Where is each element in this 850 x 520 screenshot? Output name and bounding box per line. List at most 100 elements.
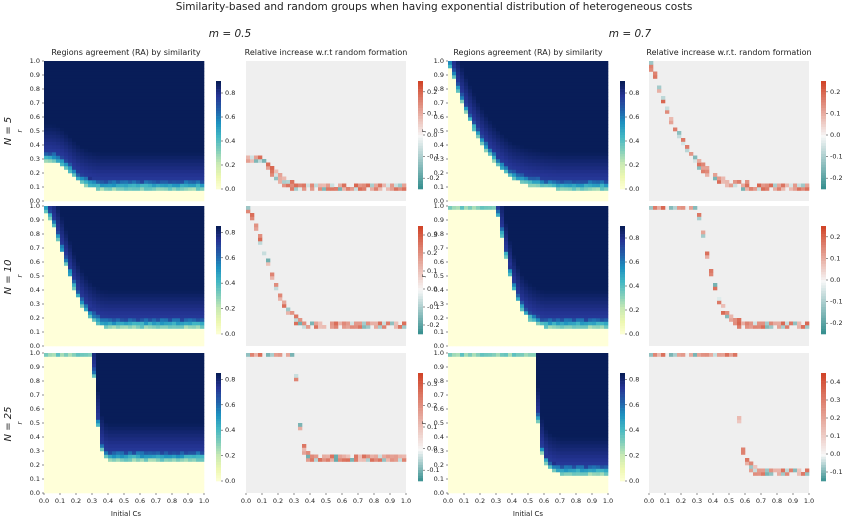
ra-cell — [44, 194, 49, 198]
ra-cell — [200, 113, 205, 118]
ra-cell — [600, 187, 605, 191]
ra-cell — [132, 293, 137, 298]
ra-cell — [120, 152, 125, 156]
ra-cell — [76, 64, 81, 69]
ra-cell — [452, 92, 457, 97]
ra-cell — [136, 155, 141, 160]
ra-cell — [576, 120, 581, 125]
ra-cell — [96, 89, 101, 93]
ra-cell — [104, 120, 109, 125]
ra-cell — [48, 61, 53, 65]
ra-cell — [192, 197, 197, 202]
ra-cell — [176, 276, 181, 280]
colorbar-segment — [821, 135, 826, 138]
ra-cell — [164, 61, 169, 65]
ra-cell — [572, 148, 577, 153]
ra-cell — [112, 145, 117, 149]
relative-cell — [789, 187, 794, 191]
ra-cell — [580, 75, 585, 79]
ra-cell — [520, 197, 525, 202]
ra-cell — [552, 124, 557, 128]
ra-cell — [584, 183, 589, 188]
ra-cell — [536, 113, 541, 118]
ra-cell — [184, 159, 189, 163]
ra-cell — [544, 141, 549, 146]
ra-cell — [128, 89, 133, 93]
ra-cell — [160, 145, 165, 149]
ra-cell — [108, 276, 113, 280]
ra-cell — [588, 138, 593, 142]
ra-cell — [148, 304, 153, 308]
ra-cell — [140, 318, 145, 322]
ra-cell — [160, 244, 165, 249]
ra-cell — [152, 230, 157, 235]
ra-cell — [544, 117, 549, 121]
ra-cell — [548, 75, 553, 79]
ra-cell — [52, 75, 57, 79]
ra-cell — [456, 190, 461, 195]
ra-cell — [100, 106, 105, 111]
relative-cell — [342, 183, 347, 188]
ra-cell — [548, 106, 553, 111]
ra-cell — [504, 131, 509, 135]
ra-cell — [60, 265, 65, 270]
ra-cell — [136, 283, 141, 287]
ra-cell — [536, 183, 541, 188]
ra-cell — [580, 169, 585, 174]
ra-cell — [116, 183, 121, 188]
ra-cell — [168, 75, 173, 79]
ra-cell — [532, 141, 537, 146]
ra-cell — [476, 169, 481, 174]
ra-cell — [128, 96, 133, 100]
ra-cell — [560, 124, 565, 128]
ra-cell — [176, 244, 181, 249]
ra-cell — [64, 92, 69, 97]
ra-cell — [448, 141, 453, 146]
ra-cell — [120, 194, 125, 198]
ra-cell — [48, 131, 53, 135]
ra-cell — [108, 335, 113, 340]
colorbar-tick-label: -0.1 — [427, 153, 440, 161]
ra-cell — [124, 297, 129, 301]
ra-cell — [164, 321, 169, 326]
ra-cell — [164, 290, 169, 294]
ra-cell — [200, 187, 205, 191]
ra-cell — [136, 78, 141, 83]
ra-cell — [48, 293, 53, 298]
ra-cell — [540, 127, 545, 132]
ra-cell — [60, 180, 65, 184]
ra-cell — [72, 71, 77, 76]
ra-cell — [108, 342, 113, 347]
ra-cell — [112, 241, 117, 245]
ra-cell — [128, 113, 133, 118]
ra-cell — [452, 124, 457, 128]
ra-cell — [128, 131, 133, 135]
ra-cell — [152, 314, 157, 319]
ra-cell — [140, 61, 145, 65]
ra-cell — [44, 187, 49, 191]
ra-cell — [164, 169, 169, 174]
ra-cell — [164, 332, 169, 336]
ra-cell — [592, 68, 597, 72]
ra-cell — [92, 103, 97, 107]
ra-cell — [120, 124, 125, 128]
ra-cell — [68, 283, 73, 287]
ra-cell — [492, 96, 497, 100]
ra-cell — [160, 276, 165, 280]
ra-cell — [188, 110, 193, 114]
colorbar-segment — [216, 151, 221, 155]
ra-cell — [192, 92, 197, 97]
ra-cell — [80, 64, 85, 69]
ra-cell — [572, 110, 577, 114]
ra-cell — [184, 99, 189, 104]
ra-cell — [144, 279, 149, 284]
ra-cell — [596, 194, 601, 198]
ra-cell — [80, 124, 85, 128]
ra-cell — [140, 138, 145, 142]
ra-cell — [480, 71, 485, 76]
ra-cell — [160, 155, 165, 160]
ra-cell — [124, 258, 129, 263]
ra-cell — [540, 162, 545, 167]
ra-cell — [468, 61, 473, 65]
ra-cell — [572, 71, 577, 76]
